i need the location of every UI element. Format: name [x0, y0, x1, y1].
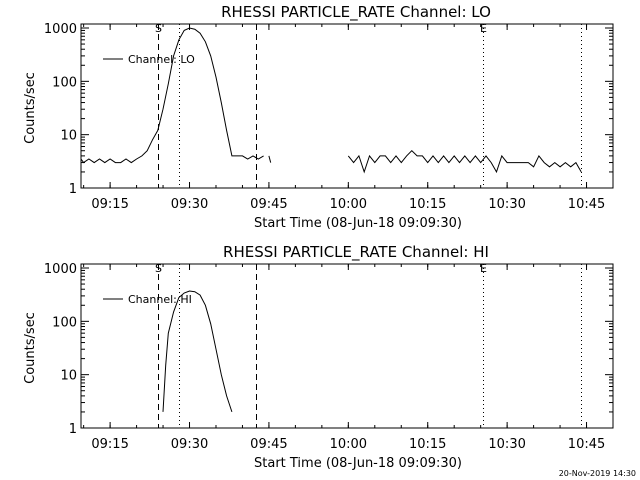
x-axis-label: Start Time (08-Jun-18 09:09:30) [254, 216, 462, 231]
series-line-segment [162, 290, 233, 413]
y-tick-label: 100 [52, 75, 77, 90]
x-tick-label: 10:00 [330, 437, 367, 452]
series-line-segment [268, 155, 272, 163]
marker-label: S [155, 22, 162, 35]
x-tick-label: 09:15 [91, 437, 128, 452]
x-axis-label: Start Time (08-Jun-18 09:09:30) [254, 456, 462, 471]
axis-ticks: 09:15 09:30 09:45 10:00 10:15 10:30 10:45 1 10 10… [44, 262, 614, 452]
legend: Channel: LO [103, 53, 195, 66]
chart-panel-lo: RHESSI PARTICLE_RATE Channel: LO Start T… [23, 3, 614, 231]
chart-title: RHESSI PARTICLE_RATE Channel: HI [223, 243, 489, 262]
x-tick-label: 10:45 [568, 197, 605, 212]
y-tick-label: 1000 [44, 22, 77, 37]
x-tick-label: 10:00 [330, 197, 367, 212]
series-lines [162, 290, 233, 413]
x-tick-label: 09:15 [91, 197, 128, 212]
x-tick-label: 10:15 [409, 197, 446, 212]
y-tick-label: 1000 [44, 262, 77, 277]
legend-label: Channel: LO [128, 53, 195, 66]
plot-frame [80, 263, 614, 429]
x-tick-label: 09:30 [171, 437, 208, 452]
series-line-segment [80, 27, 264, 164]
x-tick-label: 10:30 [488, 197, 525, 212]
chart-title: RHESSI PARTICLE_RATE Channel: LO [221, 3, 491, 22]
y-tick-label: 10 [60, 129, 77, 144]
footer-timestamp: 20-Nov-2019 14:30 [559, 469, 636, 478]
y-tick-label: 1 [69, 182, 77, 197]
series-lines [80, 27, 582, 174]
axis-ticks: 09:15 09:30 09:45 10:00 10:15 10:30 10:45 1 10 10… [44, 22, 614, 212]
x-tick-label: 10:45 [568, 437, 605, 452]
legend-label: Channel: HI [128, 293, 192, 306]
y-tick-label: 1 [69, 422, 77, 437]
marker-label: S [155, 262, 162, 275]
x-tick-label: 10:15 [409, 437, 446, 452]
plot-frame [80, 23, 614, 189]
x-tick-label: 10:30 [488, 437, 525, 452]
y-tick-label: 100 [52, 315, 77, 330]
y-tick-label: 10 [60, 369, 77, 384]
chart-panel-hi: RHESSI PARTICLE_RATE Channel: HI Start T… [23, 243, 614, 471]
y-axis-label: Counts/sec [23, 312, 38, 384]
marker-label: E [480, 22, 487, 35]
marker-label: E [480, 262, 487, 275]
y-axis-label: Counts/sec [23, 72, 38, 144]
x-tick-label: 09:45 [250, 437, 287, 452]
series-line-segment [347, 149, 582, 174]
x-tick-label: 09:30 [171, 197, 208, 212]
legend: Channel: HI [103, 293, 192, 306]
x-tick-label: 09:45 [250, 197, 287, 212]
